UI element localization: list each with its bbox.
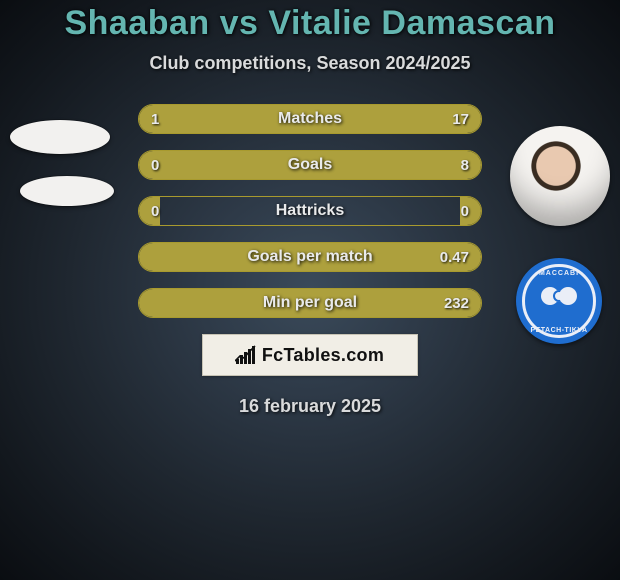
stat-value-left: 1	[139, 111, 195, 128]
stat-value-right: 0	[425, 203, 481, 220]
stat-value-left: 0	[139, 157, 195, 174]
stat-value-right: 0.47	[425, 249, 481, 266]
fctables-watermark: FcTables.com	[202, 334, 418, 376]
stat-label: Matches	[195, 110, 425, 128]
stat-fill-left	[139, 243, 160, 271]
stat-row: Min per goal232	[138, 288, 482, 318]
subtitle: Club competitions, Season 2024/2025	[0, 53, 620, 74]
stat-row: 1Matches17	[138, 104, 482, 134]
stat-label: Hattricks	[195, 202, 425, 220]
club2-text-top: MACCABI	[516, 270, 602, 277]
stat-value-left: 0	[139, 203, 195, 220]
club2-text-bottom: PETACH-TIKVA	[516, 327, 602, 334]
player2-avatar	[510, 126, 610, 226]
stat-label: Min per goal	[195, 294, 425, 312]
player1-club-badge	[20, 176, 114, 206]
content: Shaaban vs Vitalie Damascan Club competi…	[0, 0, 620, 417]
stat-row: 0Goals8	[138, 150, 482, 180]
stat-row: 0Hattricks0	[138, 196, 482, 226]
fctables-text: FcTables.com	[262, 345, 384, 366]
stat-value-right: 17	[425, 111, 481, 128]
stat-fill-left	[139, 289, 160, 317]
stat-value-right: 8	[425, 157, 481, 174]
stat-label: Goals per match	[195, 248, 425, 266]
player2-club-badge: MACCABI PETACH-TIKVA	[516, 258, 602, 344]
date-text: 16 february 2025	[0, 396, 620, 417]
player1-avatar	[10, 120, 110, 154]
stat-value-right: 232	[425, 295, 481, 312]
stat-label: Goals	[195, 156, 425, 174]
bar-chart-icon	[236, 346, 256, 364]
stat-row: Goals per match0.47	[138, 242, 482, 272]
page-title: Shaaban vs Vitalie Damascan	[0, 4, 620, 43]
stats-block: 1Matches170Goals80Hattricks0Goals per ma…	[138, 104, 482, 318]
